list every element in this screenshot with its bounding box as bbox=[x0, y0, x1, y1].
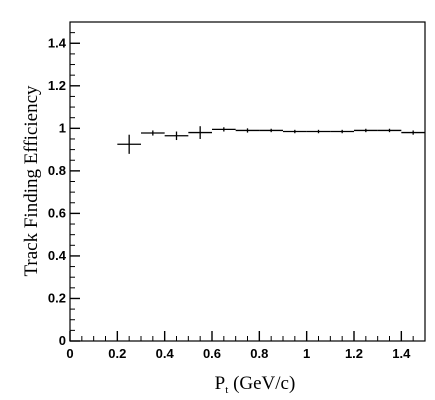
x-tick-label: 0 bbox=[66, 346, 73, 361]
x-axis-ticks bbox=[69, 331, 426, 341]
x-tick-label: 1.2 bbox=[345, 346, 363, 361]
data-point bbox=[330, 129, 354, 134]
data-point bbox=[354, 128, 378, 133]
y-tick-label: 1 bbox=[59, 120, 66, 135]
x-axis-tick-labels: 0 0.2 0.4 0.6 0.8 1 1.2 1.4 bbox=[66, 346, 411, 361]
x-axis-title: Pt (GeV/c) bbox=[215, 373, 296, 396]
data-point bbox=[188, 126, 212, 139]
data-point bbox=[235, 128, 260, 133]
data-point bbox=[212, 127, 236, 132]
x-axis-title-symbol: P bbox=[215, 373, 226, 394]
y-tick-label: 0.8 bbox=[48, 163, 66, 178]
y-tick-label: 1.2 bbox=[48, 78, 66, 93]
x-tick-label: 0.2 bbox=[108, 346, 126, 361]
y-axis-ticks bbox=[70, 21, 80, 342]
y-axis-tick-labels: 0 0.2 0.4 0.6 0.8 1 1.2 1.4 bbox=[48, 35, 67, 348]
plot-border bbox=[69, 21, 426, 342]
x-tick-label: 0.4 bbox=[156, 346, 175, 361]
data-point bbox=[164, 131, 189, 141]
data-point bbox=[283, 129, 307, 134]
x-tick-label: 1 bbox=[303, 346, 310, 361]
y-tick-label: 0 bbox=[59, 333, 66, 348]
data-point bbox=[259, 128, 283, 133]
plot-frame bbox=[69, 21, 426, 342]
y-tick-label: 1.4 bbox=[48, 35, 67, 50]
x-tick-label: 0.6 bbox=[203, 346, 221, 361]
data-point bbox=[117, 134, 141, 154]
y-tick-label: 0.2 bbox=[48, 290, 66, 305]
data-point bbox=[401, 130, 425, 135]
x-axis-title-unit: (GeV/c) bbox=[228, 373, 295, 394]
y-tick-label: 0.6 bbox=[48, 205, 66, 220]
data-point bbox=[377, 128, 402, 133]
data-point bbox=[141, 130, 165, 136]
x-tick-label: 0.8 bbox=[250, 346, 268, 361]
y-axis-title: Track Finding Efficiency bbox=[21, 85, 42, 277]
x-tick-label: 1.4 bbox=[392, 346, 411, 361]
data-point bbox=[306, 129, 331, 134]
data-series bbox=[117, 126, 425, 154]
y-tick-label: 0.4 bbox=[48, 248, 67, 263]
x-axis-title-subscript: t bbox=[225, 384, 228, 396]
